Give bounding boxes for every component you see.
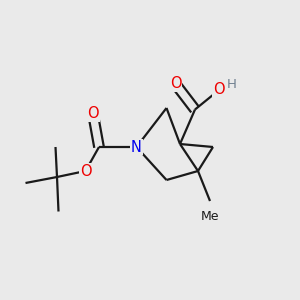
Text: O: O <box>80 164 91 178</box>
Text: O: O <box>170 76 181 92</box>
Text: H: H <box>227 78 236 91</box>
Text: O: O <box>213 82 225 98</box>
Text: N: N <box>131 140 142 154</box>
Text: Me: Me <box>201 210 219 223</box>
Text: O: O <box>87 106 99 122</box>
